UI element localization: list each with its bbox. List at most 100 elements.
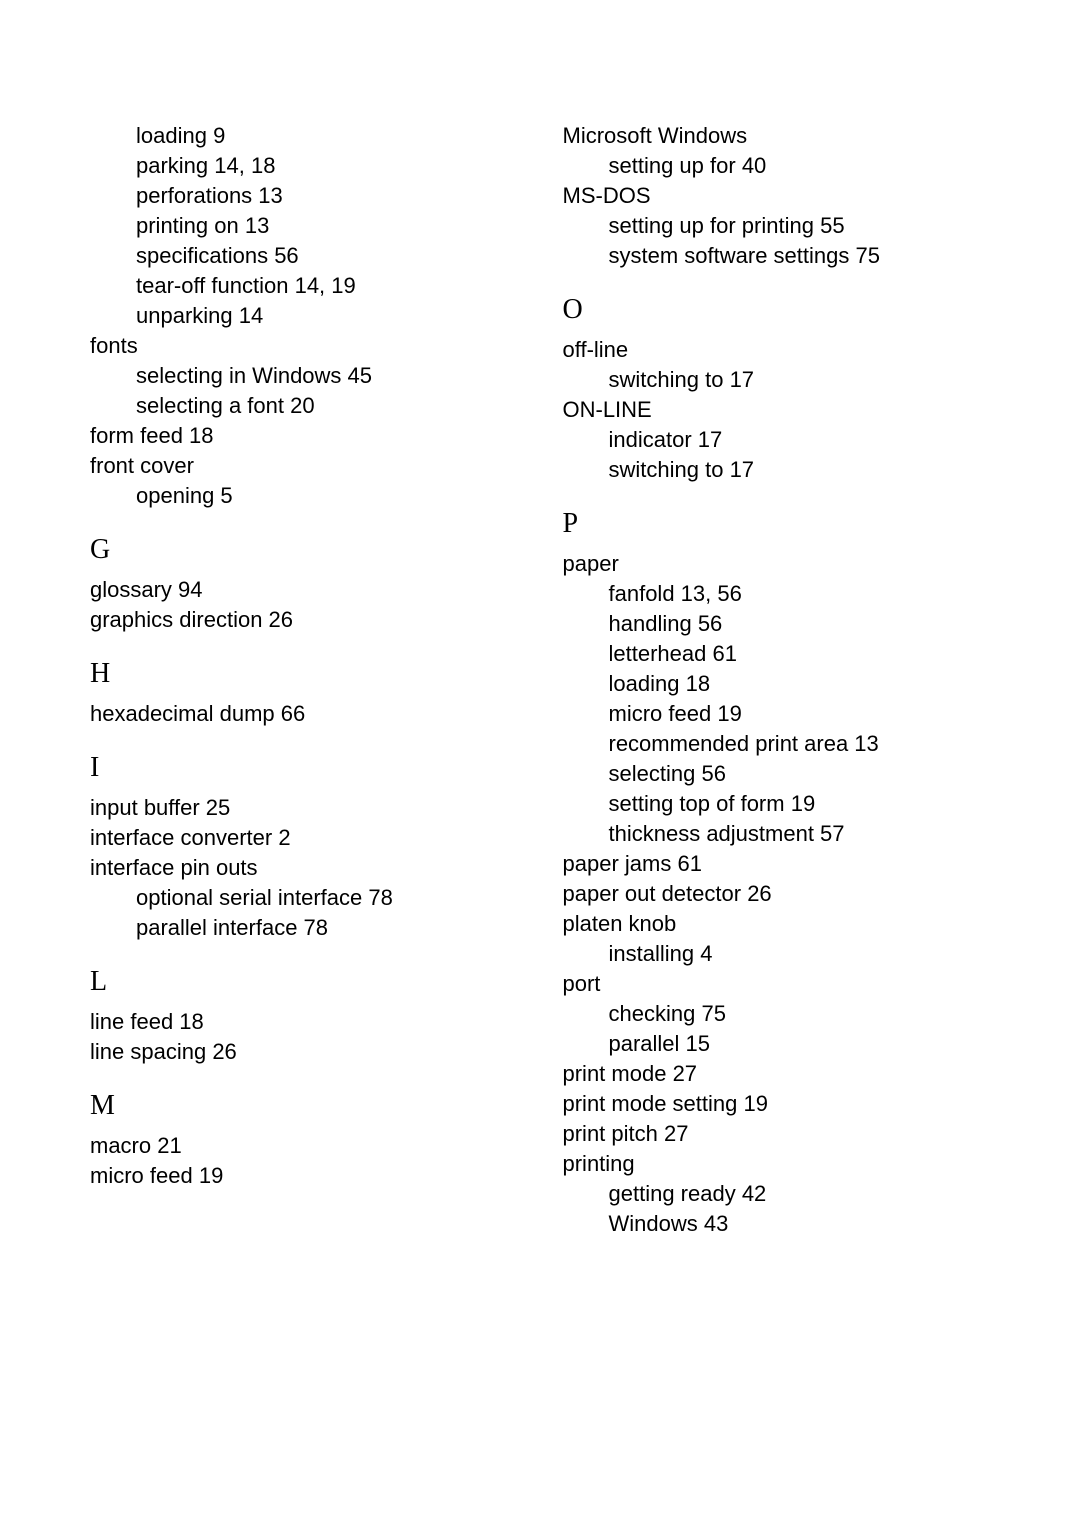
index-entry-label: loading xyxy=(609,671,686,696)
index-entry-label: specifications xyxy=(136,243,274,268)
index-entry: specifications 56 xyxy=(90,242,518,270)
index-entry-label: checking xyxy=(609,1001,702,1026)
index-entry-label: printing on xyxy=(136,213,245,238)
index-entry-label: form feed xyxy=(90,423,189,448)
index-entry-label: interface pin outs xyxy=(90,855,258,880)
index-entry: form feed 18 xyxy=(90,422,518,450)
index-letter-i: I xyxy=(90,752,518,784)
index-entry-label: tear-off function xyxy=(136,273,295,298)
index-entry-label: print mode setting xyxy=(563,1091,744,1116)
index-entry: checking 75 xyxy=(563,1000,991,1028)
index-entry-label: switching to xyxy=(609,457,730,482)
index-entry: off-line xyxy=(563,336,991,364)
index-entry-label: paper out detector xyxy=(563,881,748,906)
index-entry: front cover xyxy=(90,452,518,480)
index-entry: thickness adjustment 57 xyxy=(563,820,991,848)
index-entry-page: 9 xyxy=(213,123,225,148)
index-entry: print mode setting 19 xyxy=(563,1090,991,1118)
index-entry-label: selecting in Windows 45 xyxy=(136,363,372,388)
index-entry-page: 25 xyxy=(206,795,230,820)
index-entry-page: 26 xyxy=(269,607,293,632)
index-entry-page: 66 xyxy=(281,701,305,726)
index-entry-label: hexadecimal dump xyxy=(90,701,281,726)
index-entry: platen knob xyxy=(563,910,991,938)
index-group-g: glossary 94 graphics direction 26 xyxy=(90,576,518,634)
index-entry-label: selecting a font 20 xyxy=(136,393,315,418)
index-entry-page: 18 xyxy=(189,423,213,448)
index-entry-label: front cover xyxy=(90,453,194,478)
index-entry-page: 13 xyxy=(258,183,282,208)
index-entry: unparking 14 xyxy=(90,302,518,330)
index-entry-label: installing xyxy=(609,941,701,966)
index-entry: paper jams 61 xyxy=(563,850,991,878)
index-entry-label: MS-DOS xyxy=(563,183,651,208)
index-entry: loading 18 xyxy=(563,670,991,698)
index-entry-page: 61 xyxy=(677,851,701,876)
index-letter-o: O xyxy=(563,294,991,326)
index-entry: tear-off function 14, 19 xyxy=(90,272,518,300)
index-entry: fanfold 13, 56 xyxy=(563,580,991,608)
index-entry-page: 4 xyxy=(700,941,712,966)
index-entry-label: line feed xyxy=(90,1009,179,1034)
index-entry-page: 43 xyxy=(704,1211,728,1236)
index-letter-p: P xyxy=(563,508,991,540)
index-entry-page: 19 xyxy=(717,701,741,726)
index-entry: switching to 17 xyxy=(563,456,991,484)
index-entry: graphics direction 26 xyxy=(90,606,518,634)
index-entry: paper xyxy=(563,550,991,578)
index-entry: opening 5 xyxy=(90,482,518,510)
index-entry-label: macro xyxy=(90,1133,157,1158)
index-entry: printing on 13 xyxy=(90,212,518,240)
index-entry: fonts xyxy=(90,332,518,360)
index-entry: loading 9 xyxy=(90,122,518,150)
index-group-continuation-right: Microsoft Windowssetting up for 40MS-DOS… xyxy=(563,122,991,270)
index-group-o: off-lineswitching to 17ON-LINEindicator … xyxy=(563,336,991,484)
index-entry-page: 94 xyxy=(178,577,202,602)
index-entry: port xyxy=(563,970,991,998)
index-entry: ON-LINE xyxy=(563,396,991,424)
index-entry-label: paper xyxy=(563,551,619,576)
index-entry: printing xyxy=(563,1150,991,1178)
index-entry-page: 17 xyxy=(698,427,722,452)
index-entry-page: 40 xyxy=(742,153,766,178)
index-entry: installing 4 xyxy=(563,940,991,968)
index-entry-page: 78 xyxy=(368,885,392,910)
index-entry-page: 27 xyxy=(664,1121,688,1146)
index-entry-page: 19 xyxy=(199,1163,223,1188)
index-entry: parallel interface 78 xyxy=(90,914,518,942)
index-entry: macro 21 xyxy=(90,1132,518,1160)
index-entry-label: fanfold xyxy=(609,581,681,606)
index-entry: line feed 18 xyxy=(90,1008,518,1036)
index-entry: optional serial interface 78 xyxy=(90,884,518,912)
index-entry-page: 56 xyxy=(701,761,725,786)
index-entry-label: glossary xyxy=(90,577,178,602)
index-entry-page: 56 xyxy=(698,611,722,636)
index-entry: selecting in Windows 45 xyxy=(90,362,518,390)
index-entry-page: 5 xyxy=(220,483,232,508)
index-entry-label: setting top of form xyxy=(609,791,791,816)
index-entry-label: platen knob xyxy=(563,911,677,936)
index-entry: micro feed 19 xyxy=(90,1162,518,1190)
columns: loading 9parking 14, 18perforations 13pr… xyxy=(90,120,990,1240)
index-entry-page: 26 xyxy=(747,881,771,906)
index-entry: Microsoft Windows xyxy=(563,122,991,150)
index-entry: interface converter 2 xyxy=(90,824,518,852)
index-entry: print mode 27 xyxy=(563,1060,991,1088)
index-entry-page: 15 xyxy=(686,1031,710,1056)
index-entry-label: line spacing xyxy=(90,1039,212,1064)
left-column: loading 9parking 14, 18perforations 13pr… xyxy=(90,120,518,1240)
index-entry-page: 61 xyxy=(712,641,736,666)
index-entry-label: optional serial interface xyxy=(136,885,368,910)
index-entry: handling 56 xyxy=(563,610,991,638)
index-entry-label: parallel xyxy=(609,1031,686,1056)
index-entry-label: fonts xyxy=(90,333,138,358)
index-entry-label: parallel interface xyxy=(136,915,304,940)
index-entry-label: letterhead xyxy=(609,641,713,666)
index-entry: setting top of form 19 xyxy=(563,790,991,818)
index-entry-label: opening xyxy=(136,483,220,508)
index-entry-page: 42 xyxy=(742,1181,766,1206)
index-entry: print pitch 27 xyxy=(563,1120,991,1148)
index-entry: input buffer 25 xyxy=(90,794,518,822)
index-group-i: input buffer 25interface converter 2 inte… xyxy=(90,794,518,942)
index-entry-label: system software settings xyxy=(609,243,856,268)
